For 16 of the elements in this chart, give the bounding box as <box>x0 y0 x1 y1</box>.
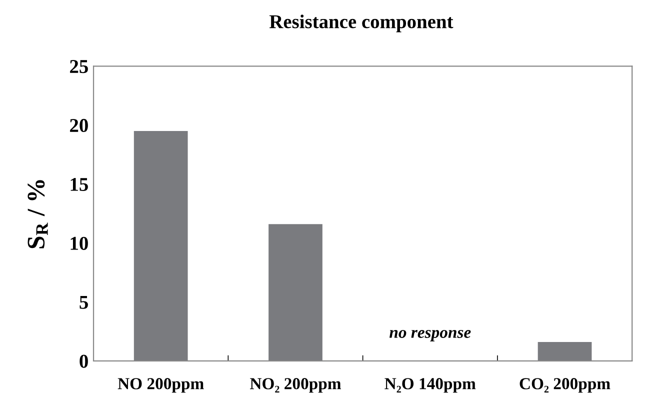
annotation: no response <box>389 330 471 342</box>
chart-title: Resistance component <box>269 14 454 32</box>
x-tick-label: N₂O 140ppm <box>384 378 476 393</box>
y-tick-label: 25 <box>70 60 88 74</box>
y-tick-label: 15 <box>70 178 88 191</box>
x-tick-label: NO 200ppm <box>118 378 204 393</box>
x-tick-label: NO₂ 200ppm <box>250 378 341 393</box>
x-tick-label: CO₂ 200ppm <box>520 378 610 393</box>
bar <box>268 224 322 361</box>
bar <box>538 342 592 361</box>
y-tick-label: 20 <box>70 118 88 132</box>
y-tick-label: 0 <box>80 354 88 368</box>
y-tick-label: 10 <box>70 236 88 250</box>
y-tick-label: 5 <box>80 296 88 309</box>
bar <box>134 131 188 361</box>
y-axis-title: S$_{R}$ / % <box>28 180 48 248</box>
